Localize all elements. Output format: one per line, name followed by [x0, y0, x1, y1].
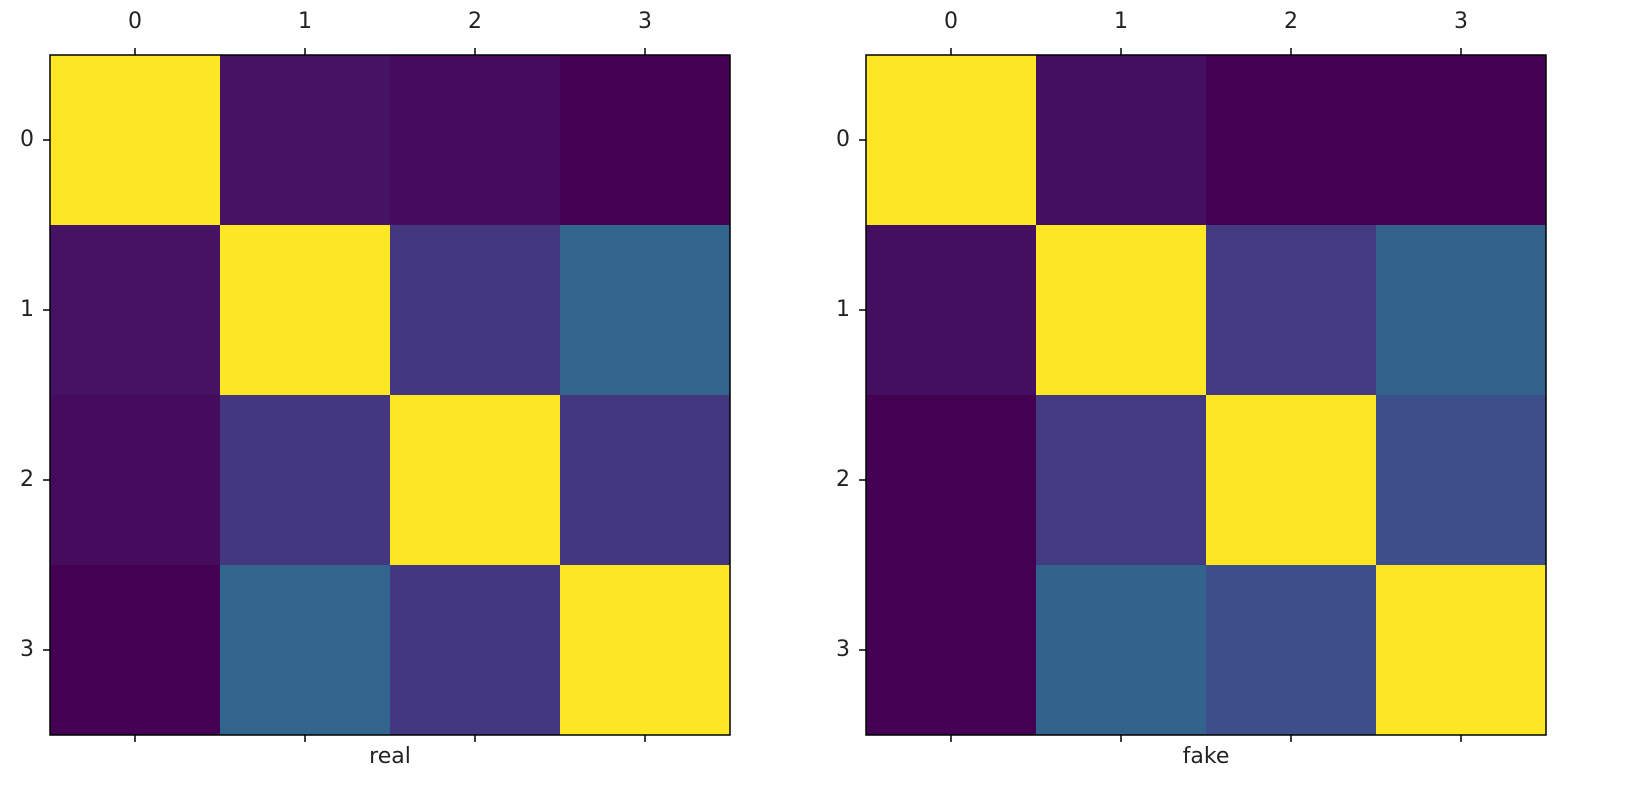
x-tick-label: 0 — [128, 9, 142, 34]
heatmap-cell — [220, 395, 391, 566]
x-tick-label: 0 — [944, 9, 958, 34]
x-tick-label: 2 — [1284, 9, 1298, 34]
heatmap-cell — [50, 225, 221, 396]
heatmap-cell — [1206, 225, 1377, 396]
heatmap-cell — [390, 225, 561, 396]
heatmap-cell — [560, 225, 731, 396]
heatmap-cell — [220, 55, 391, 226]
heatmap-cell — [1206, 565, 1377, 736]
y-tick-label: 0 — [20, 127, 34, 152]
x-tick-label: 2 — [468, 9, 482, 34]
heatmap-cell — [1376, 395, 1547, 566]
heatmap-cell — [866, 225, 1037, 396]
heatmap-cell — [1206, 55, 1377, 226]
heatmap-cell — [866, 55, 1037, 226]
y-tick-label: 1 — [836, 297, 850, 322]
y-tick-label: 3 — [836, 637, 850, 662]
heatmap-cell — [50, 395, 221, 566]
x-tick-label: 3 — [1454, 9, 1468, 34]
heatmap-cell — [1376, 565, 1547, 736]
y-tick-label: 3 — [20, 637, 34, 662]
heatmap-cell — [560, 395, 731, 566]
x-tick-label: 3 — [638, 9, 652, 34]
y-tick-label: 1 — [20, 297, 34, 322]
heatmap-cell — [1376, 225, 1547, 396]
heatmap-cell — [560, 565, 731, 736]
heatmap-cell — [1036, 55, 1207, 226]
heatmap-cell — [1376, 55, 1547, 226]
heatmap-cell — [1206, 395, 1377, 566]
heatmap-cell — [390, 55, 561, 226]
heatmap-cell — [220, 565, 391, 736]
y-tick-label: 2 — [20, 467, 34, 492]
axes-frame — [865, 54, 1547, 736]
y-tick-label: 0 — [836, 127, 850, 152]
heatmap-cell — [50, 55, 221, 226]
heatmap-cell — [50, 565, 221, 736]
y-tick-label: 2 — [836, 467, 850, 492]
heatmap-cell — [866, 395, 1037, 566]
x-tick-label: 1 — [298, 9, 312, 34]
heatmap-cell — [866, 565, 1037, 736]
x-axis-label: real — [369, 744, 411, 769]
heatmap-cell — [1036, 395, 1207, 566]
heatmap-cell — [1036, 565, 1207, 736]
heatmap-cell — [1036, 225, 1207, 396]
x-axis-label: fake — [1183, 744, 1230, 769]
heatmap-cell — [560, 55, 731, 226]
axes-frame — [49, 54, 731, 736]
heatmap-cell — [390, 565, 561, 736]
heatmap-cell — [220, 225, 391, 396]
heatmap-cell — [390, 395, 561, 566]
x-tick-label: 1 — [1114, 9, 1128, 34]
